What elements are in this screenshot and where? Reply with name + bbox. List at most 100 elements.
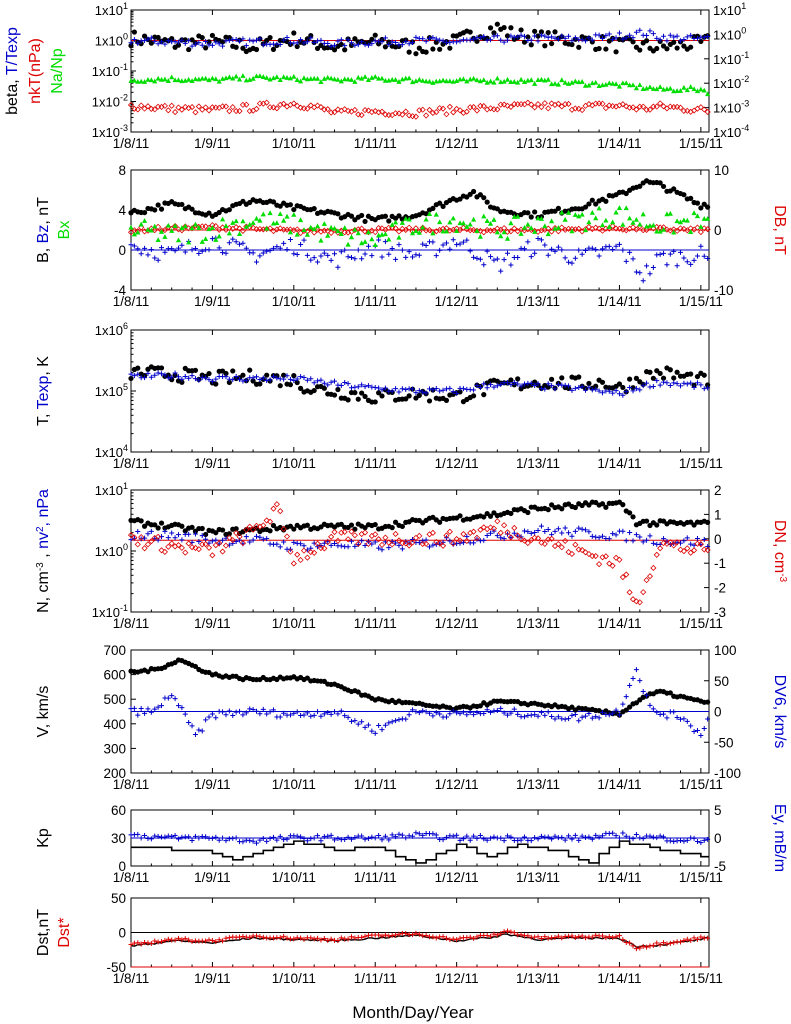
data-point (603, 33, 609, 39)
x-tick-label: 1/11/11 (354, 616, 397, 631)
data-point (345, 37, 351, 43)
data-point (332, 251, 338, 257)
data-point (429, 109, 436, 117)
data-point (430, 831, 436, 837)
data-point (657, 84, 663, 89)
data-point (396, 542, 402, 548)
data-point (647, 271, 653, 277)
data-point (627, 510, 633, 516)
data-point (172, 77, 178, 83)
data-point (674, 381, 680, 387)
y2-tick-label: -5 (714, 859, 726, 874)
data-point (430, 46, 436, 52)
data-point (192, 544, 199, 552)
data-point (501, 257, 507, 263)
data-point (226, 74, 232, 80)
data-point (498, 382, 504, 388)
data-point (613, 243, 619, 249)
data-point (196, 539, 202, 545)
panel-p7: 1/8/11 1/9/11 1/10/11 1/11/11 1/12/11 1/13/11… (106, 891, 722, 986)
data-point (585, 550, 592, 558)
data-point (311, 206, 317, 212)
data-point (583, 527, 589, 533)
data-point (226, 379, 232, 386)
tick-exponent: 1 (123, 1, 128, 11)
data-point (209, 75, 216, 81)
data-point (430, 387, 436, 393)
data-point (457, 711, 463, 717)
data-point (440, 77, 446, 83)
data-point (284, 247, 290, 253)
data-point (240, 378, 246, 384)
data-point (623, 258, 629, 264)
data-point (589, 836, 595, 842)
data-point (494, 932, 500, 938)
data-point (155, 75, 161, 81)
axis-label-part: beta, (4, 75, 21, 115)
data-point (541, 100, 548, 107)
axis-label-part: N, cm (35, 571, 52, 613)
data-point (671, 375, 677, 381)
y-tick-label: 1x10-1 (92, 62, 128, 79)
data-point (456, 107, 464, 114)
data-point (264, 536, 270, 542)
x-tick-label: 1/8/11 (113, 777, 150, 792)
data-point (135, 78, 141, 84)
data-point (464, 712, 470, 718)
data-point (209, 32, 216, 39)
data-point (355, 540, 362, 547)
data-point (410, 707, 416, 713)
data-point (644, 692, 650, 698)
data-point (705, 91, 711, 97)
data-point (552, 248, 558, 254)
data-point (338, 78, 344, 84)
data-point (240, 933, 246, 939)
data-point (325, 74, 331, 80)
data-point (213, 530, 219, 536)
data-point (569, 933, 575, 939)
data-point (471, 387, 477, 393)
data-point (216, 937, 222, 943)
data-point (352, 543, 358, 549)
data-point (298, 385, 304, 391)
data-point (593, 79, 599, 85)
data-point (586, 82, 592, 88)
data-point (593, 714, 599, 720)
data-point (518, 101, 525, 108)
data-point (698, 243, 704, 249)
data-point (433, 39, 439, 45)
data-point (467, 104, 474, 111)
data-point (199, 533, 205, 539)
data-point (410, 386, 416, 392)
data-point (331, 109, 338, 116)
data-point (623, 538, 629, 544)
data-point (233, 44, 239, 50)
axis-label-part: Dst,nT (35, 909, 52, 956)
data-point (138, 102, 145, 109)
data-point (640, 589, 647, 596)
data-point (151, 106, 158, 113)
data-point (396, 213, 402, 219)
x-tick-label: 1/12/11 (435, 870, 479, 885)
data-point (410, 254, 416, 260)
data-point (233, 374, 239, 380)
tick-base: 1x10 (713, 76, 741, 91)
y-tick-label: 8 (118, 163, 126, 178)
data-point (348, 836, 354, 842)
data-point (355, 230, 361, 236)
data-point (206, 42, 212, 48)
data-point (260, 100, 267, 107)
data-point (300, 547, 308, 554)
data-point (471, 935, 477, 941)
data-point (206, 370, 212, 377)
data-point (576, 247, 582, 253)
data-point (216, 837, 222, 843)
data-point (640, 836, 646, 842)
data-point (585, 101, 592, 108)
data-point (257, 711, 263, 717)
data-point (376, 833, 382, 839)
x-tick-label: 1/9/11 (194, 294, 231, 309)
data-point (680, 225, 687, 233)
data-point (399, 42, 405, 48)
data-point (178, 544, 185, 551)
